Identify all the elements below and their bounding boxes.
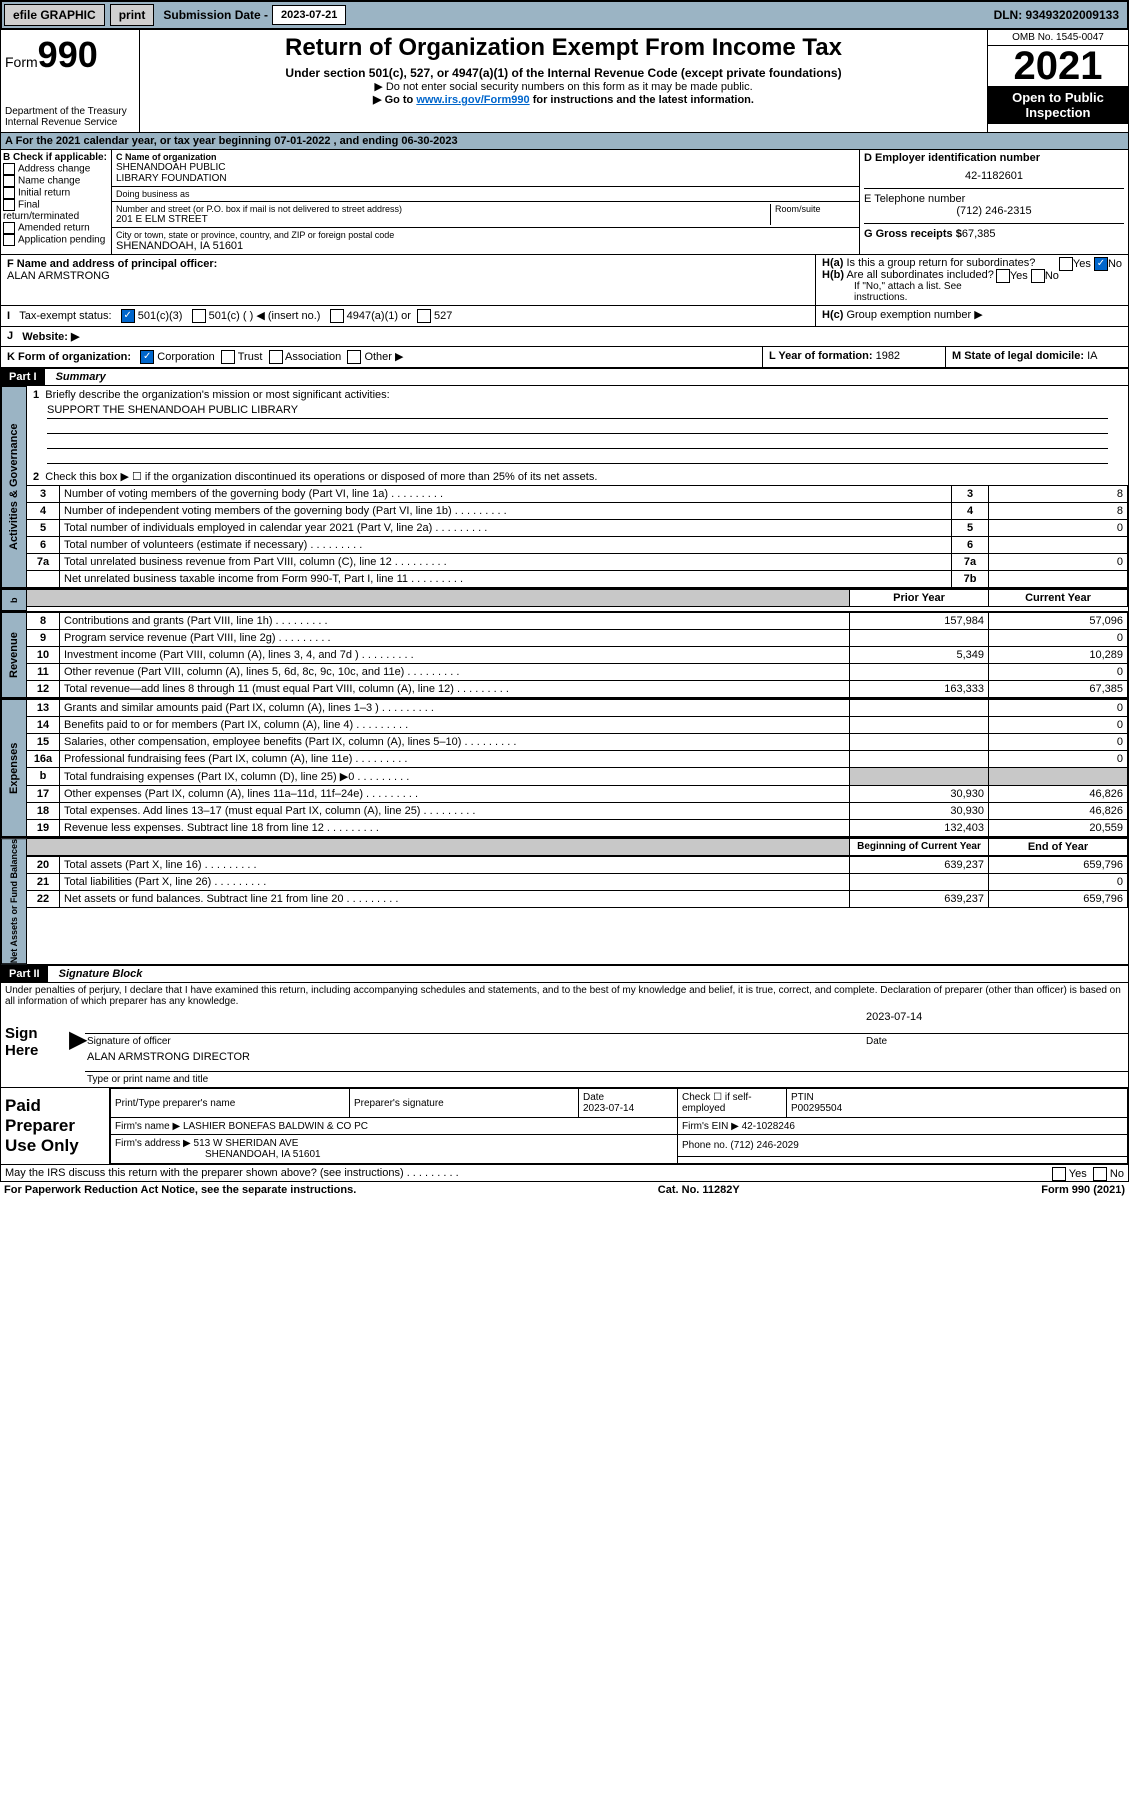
ptin: P00295504 bbox=[791, 1103, 842, 1114]
org-name-label: C Name of organization bbox=[116, 152, 855, 162]
tax-year-range: A For the 2021 calendar year, or tax yea… bbox=[0, 133, 1129, 150]
date-label: Date bbox=[866, 1036, 1126, 1047]
tax-exempt-label: Tax-exempt status: bbox=[19, 310, 111, 322]
chk-assoc[interactable] bbox=[269, 350, 283, 364]
org-name-2: LIBRARY FOUNDATION bbox=[116, 173, 855, 184]
chk-527[interactable] bbox=[417, 309, 431, 323]
addr-label: Number and street (or P.O. box if mail i… bbox=[116, 204, 766, 214]
part1-header: Part I bbox=[1, 369, 45, 385]
sign-arrow-icon: ▶ bbox=[69, 1009, 85, 1087]
gross-value: 67,385 bbox=[962, 228, 996, 240]
sign-date: 2023-07-14 bbox=[864, 1009, 1128, 1033]
perjury-declaration: Under penalties of perjury, I declare th… bbox=[0, 983, 1129, 1009]
tab-revenue: Revenue bbox=[1, 612, 27, 698]
chk-pending[interactable]: Application pending bbox=[3, 234, 109, 246]
open-public: Open to Public Inspection bbox=[988, 86, 1128, 124]
tab-activities: Activities & Governance bbox=[1, 386, 27, 588]
cat-no: Cat. No. 11282Y bbox=[658, 1184, 740, 1196]
ein-label: D Employer identification number bbox=[864, 152, 1124, 164]
preparer-name-hdr: Print/Type preparer's name bbox=[111, 1089, 350, 1118]
tab-expenses: Expenses bbox=[1, 699, 27, 837]
print-name-label: Type or print name and title bbox=[85, 1071, 1128, 1087]
gross-label: G Gross receipts $ bbox=[864, 228, 962, 240]
city-label: City or town, state or province, country… bbox=[116, 230, 855, 240]
irs-label: Internal Revenue Service bbox=[5, 117, 135, 128]
irs-link[interactable]: www.irs.gov/Form990 bbox=[416, 94, 529, 106]
submission-date-label: Submission Date - bbox=[163, 8, 268, 22]
dba-label: Doing business as bbox=[116, 189, 855, 199]
chk-trust[interactable] bbox=[221, 350, 235, 364]
chk-4947[interactable] bbox=[330, 309, 344, 323]
sign-here-label: Sign Here bbox=[1, 1009, 69, 1087]
pra-notice: For Paperwork Reduction Act Notice, see … bbox=[4, 1184, 356, 1196]
chk-501c[interactable] bbox=[192, 309, 206, 323]
city-state-zip: SHENANDOAH, IA 51601 bbox=[116, 240, 855, 252]
officer-print-name: ALAN ARMSTRONG DIRECTOR bbox=[85, 1049, 1128, 1071]
state-domicile: IA bbox=[1087, 350, 1097, 362]
part2-title: Signature Block bbox=[51, 968, 143, 980]
org-name-1: SHENANDOAH PUBLIC bbox=[116, 162, 855, 173]
firm-name: LASHIER BONEFAS BALDWIN & CO PC bbox=[183, 1121, 368, 1132]
website-label: Website: ▶ bbox=[22, 330, 79, 343]
chk-initial[interactable]: Initial return bbox=[3, 187, 109, 199]
part2-header: Part II bbox=[1, 966, 48, 982]
prior-year-hdr: Prior Year bbox=[850, 590, 989, 607]
tax-year: 2021 bbox=[988, 46, 1128, 86]
efile-topbar: efile GRAPHIC print Submission Date - 20… bbox=[0, 0, 1129, 30]
mission-text: SUPPORT THE SHENANDOAH PUBLIC LIBRARY bbox=[47, 404, 1108, 419]
ha-label: Is this a group return for subordinates? bbox=[846, 257, 1035, 269]
firm-phone: (712) 246-2029 bbox=[730, 1140, 798, 1151]
efile-label: efile GRAPHIC bbox=[4, 4, 105, 26]
chk-name[interactable]: Name change bbox=[3, 175, 109, 187]
tab-netassets: Net Assets or Fund Balances bbox=[1, 838, 27, 964]
street-address: 201 E ELM STREET bbox=[116, 214, 766, 225]
officer-label: F Name and address of principal officer: bbox=[7, 258, 809, 270]
form-title: Return of Organization Exempt From Incom… bbox=[144, 34, 983, 62]
line2-label: Check this box ▶ ☐ if the organization d… bbox=[45, 471, 597, 483]
irs-discuss: May the IRS discuss this return with the… bbox=[0, 1165, 1129, 1182]
form-footer: Form 990 (2021) bbox=[1041, 1184, 1125, 1196]
submission-date: 2023-07-21 bbox=[272, 5, 346, 25]
instr-link: ▶ Go to www.irs.gov/Form990 for instruct… bbox=[144, 93, 983, 106]
preparer-sig-hdr: Preparer's signature bbox=[350, 1089, 579, 1118]
phone-label: E Telephone number bbox=[864, 193, 1124, 205]
chk-amended[interactable]: Amended return bbox=[3, 222, 109, 234]
instr-ssn: ▶ Do not enter social security numbers o… bbox=[144, 80, 983, 93]
ein-value: 42-1182601 bbox=[864, 170, 1124, 182]
firm-addr1: 513 W SHERIDAN AVE bbox=[194, 1138, 299, 1149]
firm-ein: 42-1028246 bbox=[742, 1121, 795, 1132]
chk-corp[interactable] bbox=[140, 350, 154, 364]
line1-label: Briefly describe the organization's miss… bbox=[45, 389, 389, 401]
firm-addr2: SHENANDOAH, IA 51601 bbox=[115, 1149, 321, 1160]
hb-note: If "No," attach a list. See instructions… bbox=[822, 281, 1122, 303]
section-b: B Check if applicable: Address change Na… bbox=[1, 150, 112, 254]
room-label: Room/suite bbox=[775, 204, 855, 214]
sig-officer-label: Signature of officer bbox=[87, 1036, 866, 1047]
officer-name: ALAN ARMSTRONG bbox=[7, 270, 809, 282]
form-subtitle: Under section 501(c), 527, or 4947(a)(1)… bbox=[144, 66, 983, 80]
chk-final[interactable]: Final return/terminated bbox=[3, 199, 109, 222]
preparer-date: 2023-07-14 bbox=[583, 1103, 634, 1114]
chk-other[interactable] bbox=[347, 350, 361, 364]
chk-501c3[interactable] bbox=[121, 309, 135, 323]
print-button[interactable]: print bbox=[110, 4, 155, 26]
form-org-label: K Form of organization: bbox=[7, 351, 131, 363]
year-formation: 1982 bbox=[876, 350, 900, 362]
paid-preparer-label: Paid Preparer Use Only bbox=[1, 1088, 110, 1164]
dln: DLN: 93493202009133 bbox=[994, 8, 1125, 22]
dept-treasury: Department of the Treasury bbox=[5, 106, 135, 117]
chk-address[interactable]: Address change bbox=[3, 163, 109, 175]
current-year-hdr: Current Year bbox=[989, 590, 1128, 607]
phone-value: (712) 246-2315 bbox=[864, 205, 1124, 217]
hb-label: Are all subordinates included? bbox=[846, 269, 993, 281]
hc-label: Group exemption number ▶ bbox=[846, 309, 982, 321]
self-employed-chk[interactable]: Check ☐ if self-employed bbox=[678, 1089, 787, 1118]
form-number: Form990 bbox=[5, 34, 135, 76]
part1-title: Summary bbox=[48, 371, 106, 383]
